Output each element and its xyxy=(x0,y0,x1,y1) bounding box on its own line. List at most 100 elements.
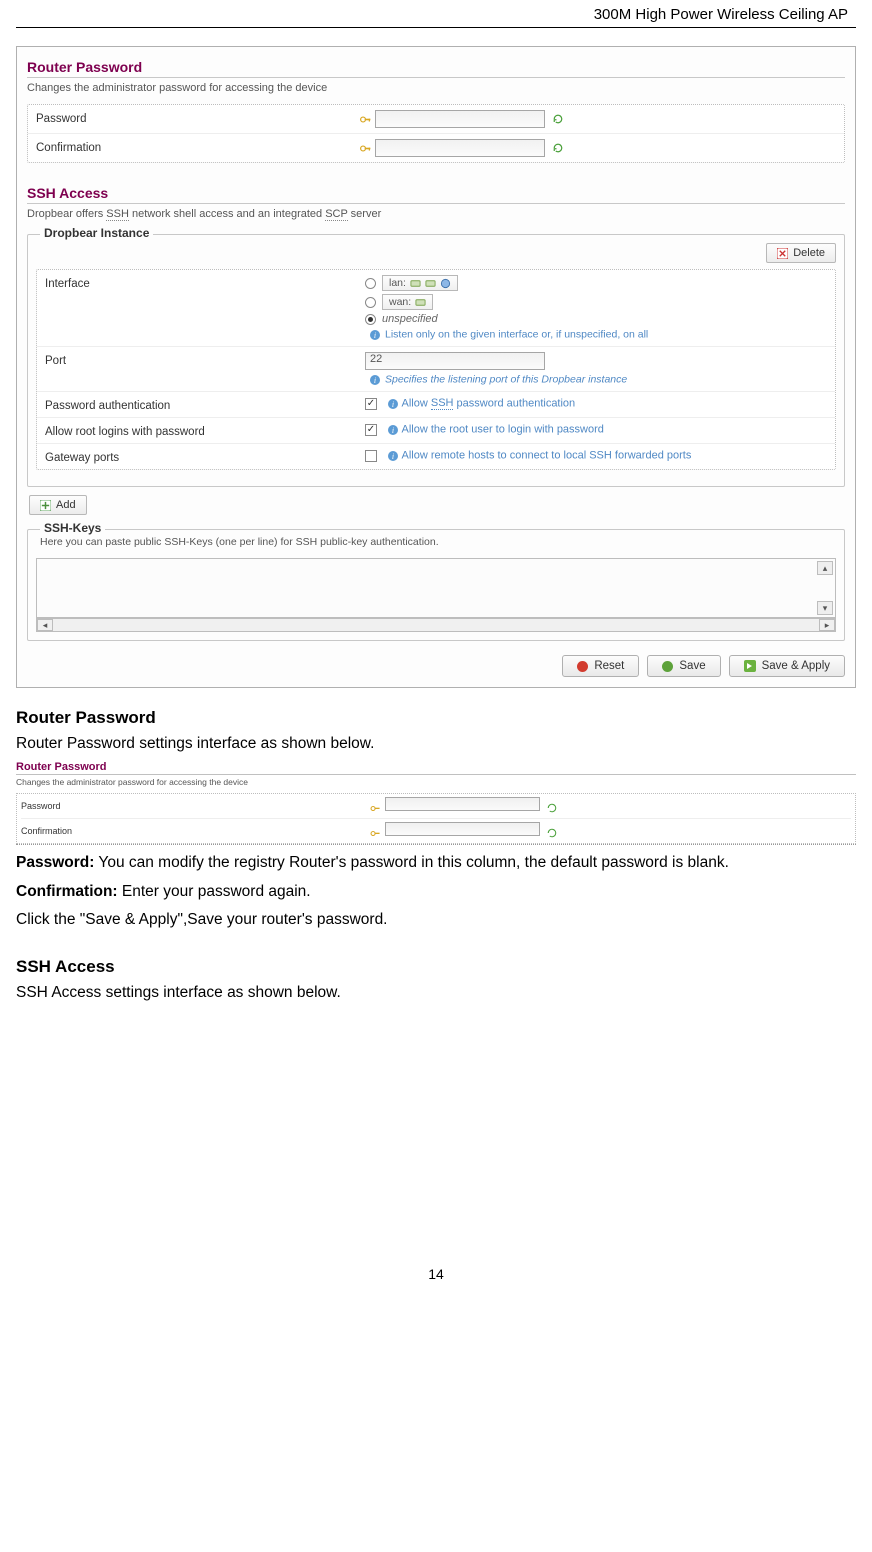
row-port: Port 22 i Specifies the listening port o… xyxy=(37,346,835,391)
save-apply-button[interactable]: Save & Apply xyxy=(729,655,845,677)
rp-row-confirm: Confirmation xyxy=(28,133,844,162)
gateway-checkbox[interactable] xyxy=(365,450,377,462)
port-input[interactable]: 22 xyxy=(365,352,545,370)
key-icon xyxy=(359,142,372,155)
mini-screenshot: Router Password Changes the administrato… xyxy=(16,761,856,845)
svg-text:i: i xyxy=(391,426,393,435)
refresh-icon[interactable] xyxy=(545,827,558,840)
dropbear-fieldset: Dropbear Instance Delete Interface lan: xyxy=(27,234,845,487)
interface-hint: i Listen only on the given interface or,… xyxy=(365,328,827,341)
key-icon xyxy=(359,113,372,126)
refresh-icon[interactable] xyxy=(551,113,564,126)
doc-ssh-section: SSH Access SSH Access settings interface… xyxy=(16,957,856,1006)
gateway-hint: Allow remote hosts to connect to local S… xyxy=(402,449,692,461)
radio-unspec[interactable]: unspecified xyxy=(365,313,827,325)
port-label: Port xyxy=(45,352,365,367)
header-title: 300M High Power Wireless Ceiling AP xyxy=(594,6,848,23)
mini-password-label: Password xyxy=(21,801,366,811)
interface-hint-text: Listen only on the given interface or, i… xyxy=(385,328,648,340)
scroll-down-icon[interactable]: ▾ xyxy=(817,601,833,615)
root-login-label: Allow root logins with password xyxy=(45,423,365,438)
doc-router-section: Router Password Router Password settings… xyxy=(16,708,856,933)
if-lan-label: lan: xyxy=(389,277,406,289)
doc-confirm-desc: Confirmation: Enter your password again. xyxy=(16,880,856,905)
row-password-auth: Password authentication i Allow SSH pass… xyxy=(37,391,835,417)
doc-click-line: Click the "Save & Apply",Save your route… xyxy=(16,908,856,933)
delete-label: Delete xyxy=(793,247,825,259)
page-number: 14 xyxy=(16,1266,856,1292)
add-button[interactable]: Add xyxy=(29,495,87,515)
mini-password-input[interactable] xyxy=(385,797,540,811)
delete-button[interactable]: Delete xyxy=(766,243,836,263)
rp-desc: Changes the administrator password for a… xyxy=(27,82,845,94)
ssh-keys-sub: Here you can paste public SSH-Keys (one … xyxy=(36,536,836,554)
rp-password-label: Password xyxy=(36,110,356,125)
mini-confirm-input[interactable] xyxy=(385,822,540,836)
rp-confirm-label: Confirmation xyxy=(36,139,356,154)
doc-confirm-bold: Confirmation: xyxy=(16,883,118,900)
mini-confirm-label: Confirmation xyxy=(21,826,366,836)
svg-text:i: i xyxy=(373,376,375,385)
action-row: Reset Save Save & Apply xyxy=(27,655,845,677)
scroll-right-icon[interactable]: ▸ xyxy=(819,619,835,631)
info-icon: i xyxy=(386,397,399,410)
rp-password-input[interactable] xyxy=(375,110,545,128)
add-label: Add xyxy=(56,499,76,511)
key-icon xyxy=(369,827,382,840)
rp-title: Router Password xyxy=(27,47,845,78)
password-auth-label: Password authentication xyxy=(45,397,365,412)
svg-text:i: i xyxy=(391,452,393,461)
root-login-checkbox[interactable] xyxy=(365,424,377,436)
ssh-desc-ssh: SSH xyxy=(106,208,129,221)
root-login-hint: Allow the root user to login with passwo… xyxy=(402,423,604,435)
info-icon: i xyxy=(368,373,381,386)
svg-text:i: i xyxy=(373,331,375,340)
row-root-login: Allow root logins with password i Allow … xyxy=(37,417,835,443)
save-apply-label: Save & Apply xyxy=(762,660,830,672)
h-scrollbar[interactable]: ◂ ▸ xyxy=(36,618,836,632)
mini-title: Router Password xyxy=(16,761,856,775)
doc-router-heading: Router Password xyxy=(16,708,856,728)
ssh-desc-post: server xyxy=(348,208,382,220)
reset-label: Reset xyxy=(594,660,624,672)
ssh-desc-mid: network shell access and an integrated xyxy=(129,208,325,220)
radio-wan[interactable]: wan: xyxy=(365,294,827,310)
save-icon xyxy=(662,661,673,672)
gateway-label: Gateway ports xyxy=(45,449,365,464)
screenshot-main: Router Password Changes the administrato… xyxy=(16,46,856,688)
info-icon: i xyxy=(368,328,381,341)
interface-label: Interface xyxy=(45,275,365,290)
ssh-desc-scp: SCP xyxy=(325,208,347,221)
row-gateway: Gateway ports i Allow remote hosts to co… xyxy=(37,443,835,469)
doc-password-bold: Password: xyxy=(16,854,94,871)
ssh-desc: Dropbear offers SSH network shell access… xyxy=(27,208,845,220)
radio-icon xyxy=(365,278,376,289)
scroll-left-icon[interactable]: ◂ xyxy=(37,619,53,631)
radio-lan[interactable]: lan: xyxy=(365,275,827,291)
scroll-up-icon[interactable]: ▴ xyxy=(817,561,833,575)
if-lan-box: lan: xyxy=(382,275,458,291)
reset-button[interactable]: Reset xyxy=(562,655,639,677)
ssh-title: SSH Access xyxy=(27,173,845,204)
save-button[interactable]: Save xyxy=(647,655,720,677)
radio-icon xyxy=(365,297,376,308)
doc-ssh-heading: SSH Access xyxy=(16,957,856,977)
ssh-keys-textarea[interactable]: ▴ ▾ xyxy=(36,558,836,618)
mini-desc: Changes the administrator password for a… xyxy=(16,777,856,787)
save-label: Save xyxy=(679,660,705,672)
svg-text:i: i xyxy=(391,400,393,409)
password-auth-checkbox[interactable] xyxy=(365,398,377,410)
refresh-icon[interactable] xyxy=(551,142,564,155)
if-wan-box: wan: xyxy=(382,294,433,310)
refresh-icon[interactable] xyxy=(545,802,558,815)
row-interface: Interface lan: xyxy=(37,270,835,346)
page-header: 300M High Power Wireless Ceiling AP xyxy=(16,0,856,28)
radio-icon xyxy=(365,314,376,325)
port-hint: i Specifies the listening port of this D… xyxy=(365,373,827,386)
rp-row-password: Password xyxy=(28,105,844,133)
key-icon xyxy=(369,802,382,815)
doc-ssh-p: SSH Access settings interface as shown b… xyxy=(16,981,856,1006)
ssh-desc-pre: Dropbear offers xyxy=(27,208,106,220)
info-icon: i xyxy=(386,449,399,462)
rp-confirm-input[interactable] xyxy=(375,139,545,157)
